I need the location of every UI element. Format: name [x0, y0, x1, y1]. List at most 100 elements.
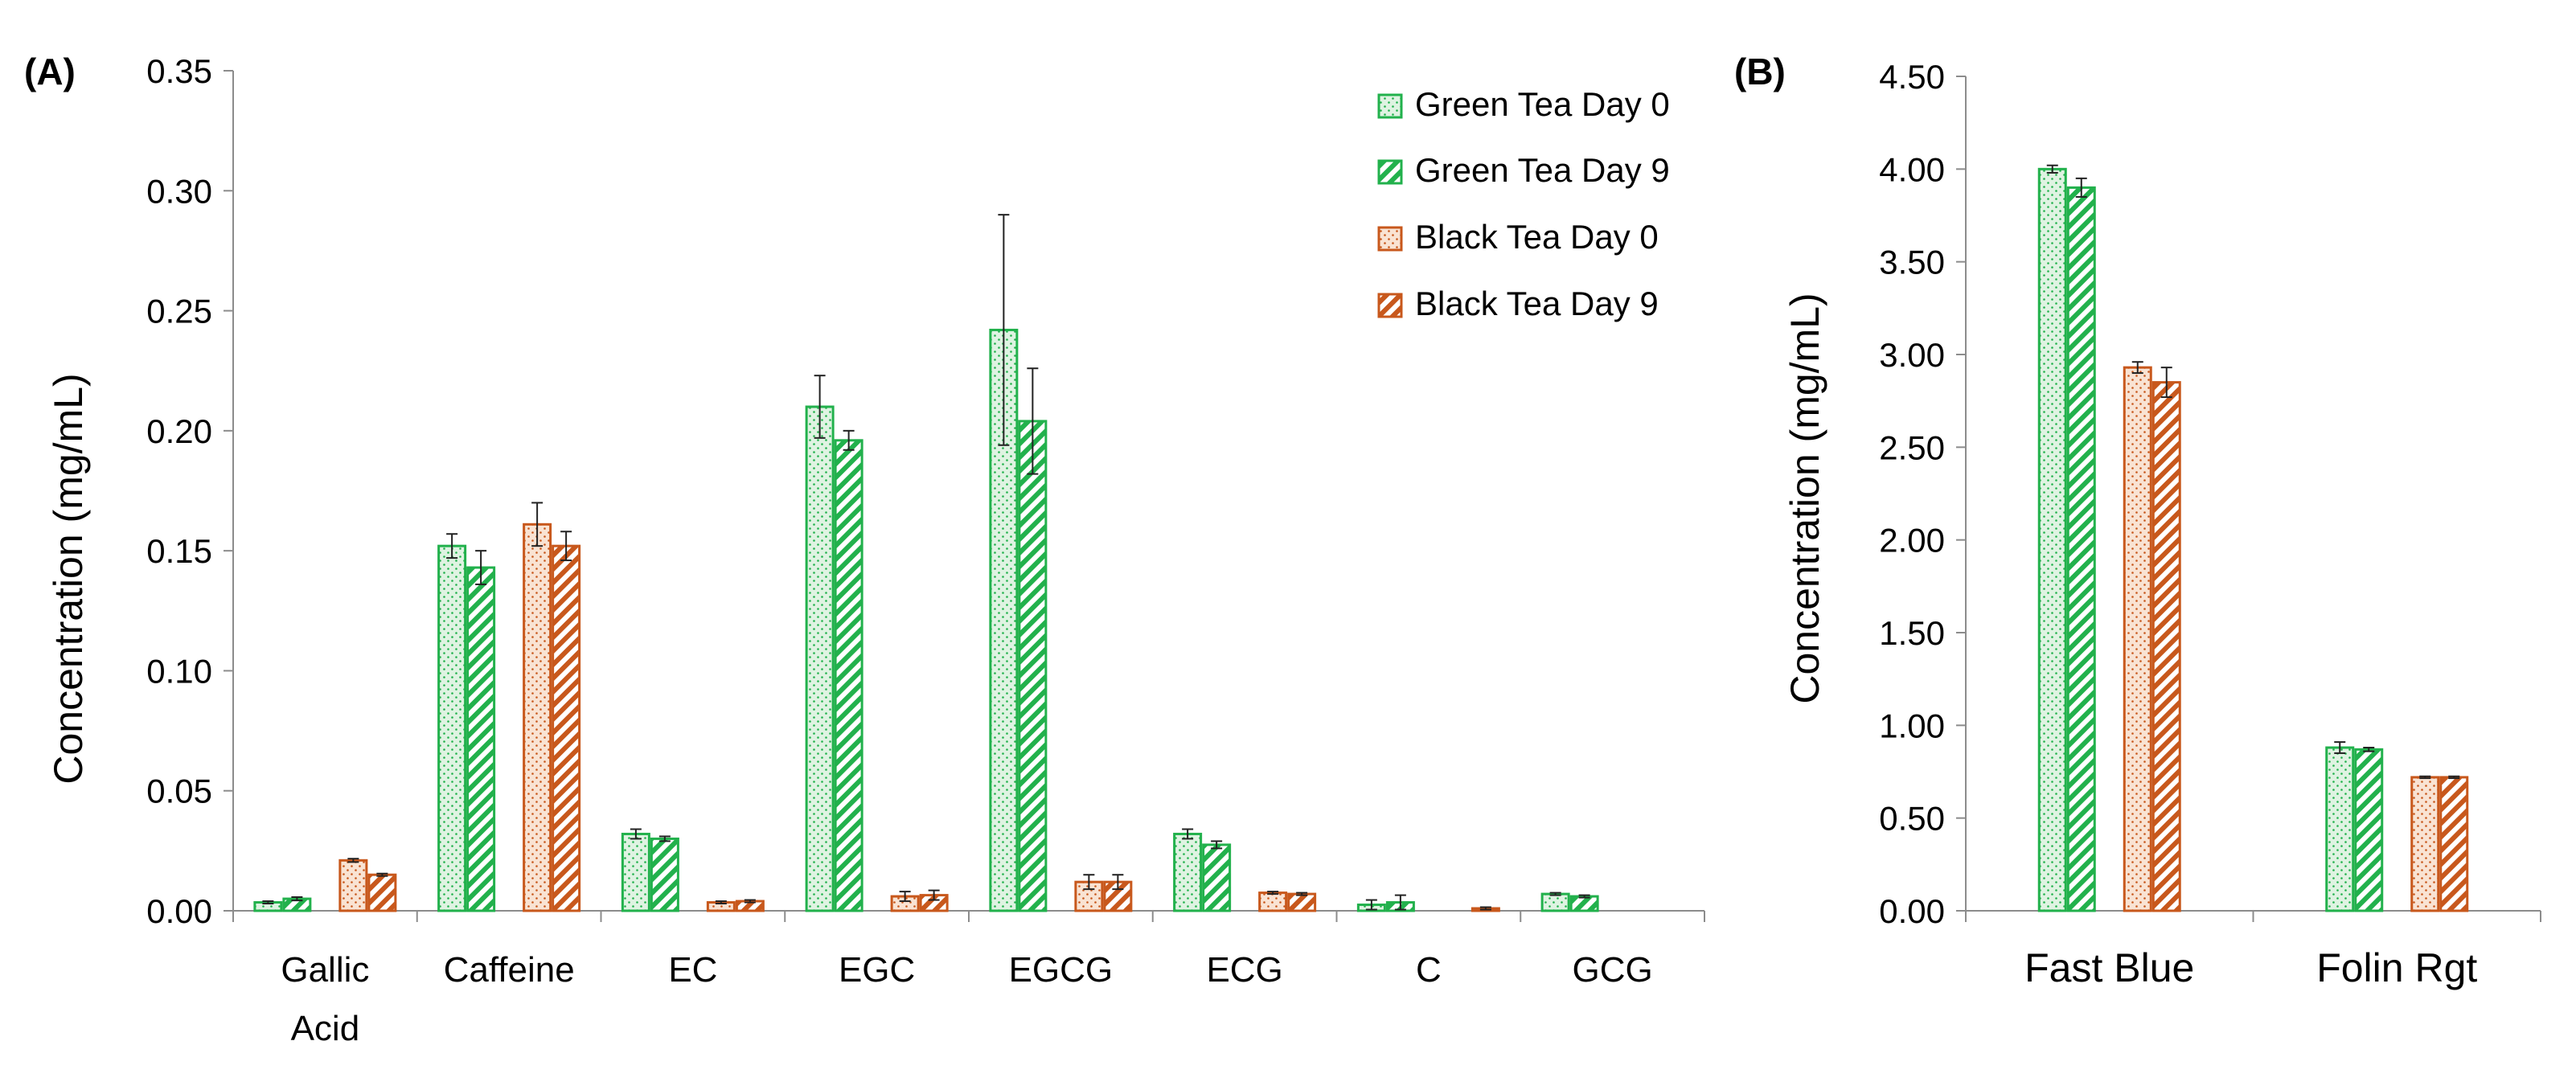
- panel-a-errorbar-green-day9: [1027, 367, 1039, 475]
- panel-b-bar-green-day0: [2325, 746, 2355, 912]
- panel-a-errorbar-green-day9: [475, 550, 487, 585]
- panel-a-ylabel: Concentration (mg/mL): [46, 373, 91, 784]
- panel-a-bar-black-day9: [552, 544, 581, 912]
- panel-a-label: (A): [24, 51, 76, 92]
- panel-a-ytick-label: 0.20: [146, 412, 212, 450]
- panel-a-category-label: EGC: [839, 950, 915, 990]
- panel-a-bar-green-day9: [834, 439, 863, 912]
- panel-a-bar-green-day9: [1202, 843, 1232, 912]
- panel-b-errorbar-black-day0: [2131, 361, 2143, 375]
- panel-b-ytick-label: 3.00: [1879, 336, 1945, 374]
- panel-a-category-label: Gallic: [281, 950, 369, 990]
- panel-a-errorbar-black-day0: [347, 858, 359, 863]
- panel-a-bar-black-day9: [367, 873, 397, 912]
- panel-b-ytick-label: 3.50: [1879, 244, 1945, 281]
- panel-a-errorbar-black-day9: [1112, 874, 1124, 891]
- panel-b-bar-black-day9: [2439, 776, 2469, 912]
- panel-b-errorbar-black-day0: [2419, 775, 2431, 780]
- panel-a-ytick-label: 0.35: [146, 52, 212, 90]
- legend-label-black-day0: Black Tea Day 0: [1415, 218, 1659, 256]
- panel-b-errorbar-green-day9: [2075, 177, 2087, 198]
- legend-label-green-day0: Green Tea Day 0: [1415, 85, 1670, 123]
- panel-a-category-label: EGCG: [1009, 950, 1114, 990]
- legend: Green Tea Day 0 Green Tea Day 9 Black Te…: [1377, 85, 1670, 322]
- panel-b-ytick-label: 1.50: [1879, 614, 1945, 652]
- panel-a-errorbar-green-day9: [658, 835, 671, 842]
- panel-a-errorbar-green-day0: [998, 214, 1010, 446]
- panel-a-category-label: ECG: [1206, 950, 1282, 990]
- panel-a-bar-green-day9: [650, 837, 679, 912]
- legend-label-green-day9: Green Tea Day 9: [1415, 151, 1670, 189]
- panel-a-category-label: Acid: [291, 1009, 360, 1048]
- panel-b-bar-black-day0: [2410, 776, 2440, 912]
- legend-swatch-green-day9: [1377, 159, 1403, 185]
- panel-b-ytick-label: 0.00: [1879, 892, 1945, 930]
- panel-b-bar-green-day9: [2354, 748, 2384, 912]
- panel-a-bar-black-day9: [1287, 892, 1317, 912]
- panel-b-ytick-label: 4.00: [1879, 150, 1945, 188]
- panel-a-category-label: Caffeine: [444, 950, 575, 990]
- panel-a-errorbar-black-day9: [376, 872, 388, 877]
- panel-a-bar-green-day9: [1569, 895, 1599, 912]
- panel-b-errorbar-green-day9: [2363, 747, 2375, 752]
- panel-b-ytick-label: 2.00: [1879, 522, 1945, 559]
- panel-a-ytick-label: 0.25: [146, 293, 212, 330]
- panel-a-errorbar-green-day0: [1549, 891, 1561, 896]
- panel-a-errorbar-green-day0: [1182, 828, 1194, 840]
- panel-b-bar-green-day9: [2066, 186, 2096, 912]
- panel-a-errorbar-green-day9: [291, 896, 303, 902]
- panel-b-ylabel: Concentration (mg/mL): [1782, 293, 1827, 703]
- panel-a-bar-green-day0: [1173, 832, 1203, 912]
- panel-a-errorbar-black-day9: [744, 899, 756, 904]
- panel-b-category-label: Fast Blue: [2024, 945, 2194, 990]
- legend-swatch-black-day9: [1377, 293, 1403, 318]
- legend-swatch-black-day0: [1377, 226, 1403, 252]
- panel-a-errorbar-black-day0: [715, 900, 727, 905]
- panel-b-ytick-label: 4.50: [1879, 58, 1945, 96]
- panel-b-bar-black-day0: [2123, 366, 2152, 912]
- panel-a-category-label: C: [1416, 950, 1442, 990]
- panel-b-bar-black-day9: [2151, 381, 2181, 912]
- panel-a-ytick-label: 0.05: [146, 773, 212, 810]
- panel-a-errorbar-green-day0: [630, 828, 642, 840]
- panel-a-bar-green-day0: [1540, 892, 1570, 912]
- panel-b-ytick-label: 1.00: [1879, 707, 1945, 744]
- panel-a-errorbar-green-day9: [1578, 894, 1590, 899]
- panel-a-errorbar-black-day0: [531, 502, 544, 547]
- panel-a-bar-green-day9: [1018, 420, 1048, 912]
- panel-a-ytick-label: 0.00: [146, 892, 212, 930]
- panel-b-errorbar-black-day9: [2448, 775, 2460, 780]
- panel-a-bar-black-day0: [338, 859, 368, 912]
- panel-a-bar-green-day0: [437, 544, 467, 912]
- panel-b-category-label: Folin Rgt: [2316, 945, 2477, 990]
- panel-a-errorbar-black-day9: [928, 889, 940, 901]
- panel-a-errorbar-green-day0: [1365, 899, 1377, 911]
- panel-a-errorbar-black-day9: [1296, 891, 1308, 896]
- legend-swatch-green-day0: [1377, 93, 1403, 119]
- panel-a-errorbar-green-day9: [843, 429, 855, 451]
- panel-a-errorbar-black-day9: [1479, 906, 1491, 911]
- panel-a-ytick-label: 0.10: [146, 652, 212, 690]
- panel-b-ytick-label: 2.50: [1879, 428, 1945, 466]
- panel-a-bar-green-day0: [621, 832, 650, 912]
- panel-a-errorbar-green-day9: [1394, 894, 1406, 911]
- panel-a-errorbar-black-day0: [1083, 874, 1095, 891]
- panel-a-bar-green-day0: [805, 405, 835, 912]
- panel-a-ytick-label: 0.30: [146, 172, 212, 210]
- panel-b-plot: 0.00 0.50 1.00 1.50 2.00 2.50 3.00 3.50 4.00 4.50…: [1879, 58, 2541, 990]
- panel-a-bar-black-day9: [1103, 880, 1133, 912]
- panel-a-errorbar-black-day0: [1267, 891, 1279, 896]
- panel-a-bar-black-day0: [1258, 891, 1288, 912]
- panel-a-errorbar-green-day0: [814, 375, 826, 439]
- panel-b-errorbar-green-day0: [2334, 741, 2346, 754]
- panel-a-bar-black-day0: [523, 523, 552, 912]
- panel-a-plot: 0.00 0.05 0.10 0.15 0.20 0.25 0.30 0.35 Gallic Ac…: [146, 52, 1705, 1048]
- panel-b-bar-green-day0: [2037, 167, 2067, 912]
- panel-b-label: (B): [1734, 51, 1786, 92]
- panel-a-bar-green-day9: [466, 566, 496, 912]
- panel-b-errorbar-black-day9: [2160, 367, 2172, 399]
- panel-a-errorbar-green-day0: [446, 533, 458, 559]
- panel-a-ytick-label: 0.15: [146, 532, 212, 570]
- panel-a-errorbar-black-day9: [560, 531, 572, 562]
